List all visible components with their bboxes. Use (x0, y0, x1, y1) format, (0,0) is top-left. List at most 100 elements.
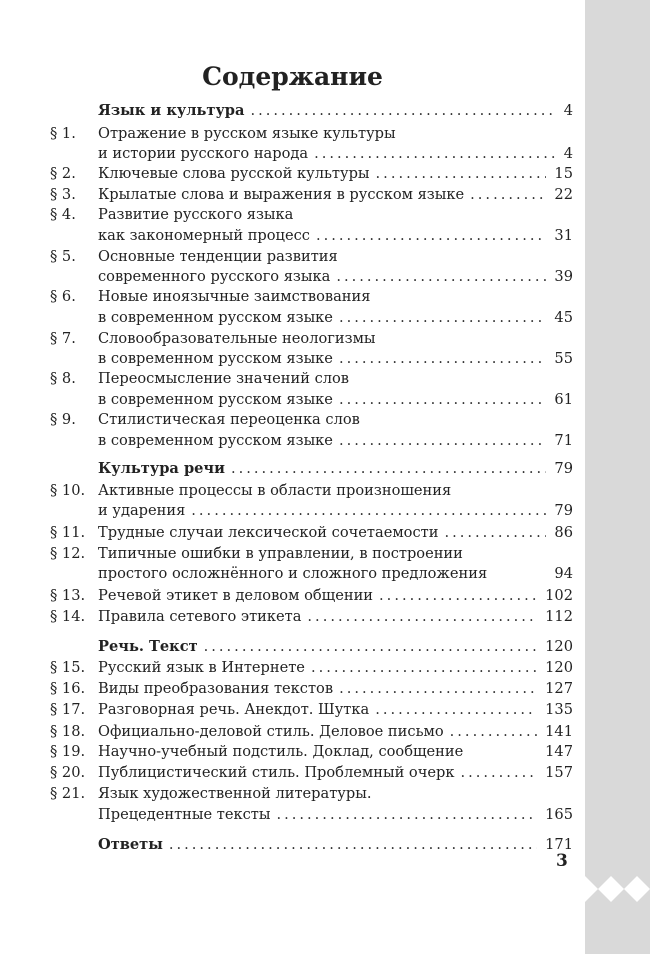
toc-entry-page: 135 (545, 701, 573, 718)
dot-leader: ........................................… (315, 227, 546, 244)
dot-leader: ........................................… (336, 268, 546, 285)
toc-entry-number: § 17. (50, 701, 86, 718)
toc-entry-number (50, 307, 98, 328)
toc-entry-number: § 9. (50, 411, 76, 428)
toc-entry-page: 171 (545, 836, 573, 853)
toc-section-heading: Язык и культура.........................… (50, 100, 573, 121)
diamond-ornament-icon (585, 876, 650, 902)
toc-entry-page: 31 (554, 227, 573, 244)
toc-entry-number (50, 636, 98, 657)
toc-entry-title: Стилистическая переоценка слов (98, 411, 360, 428)
toc-entry-number (50, 266, 98, 287)
toc-entry-page (565, 286, 573, 307)
toc-entry-title: Отражение в русском языке культуры (98, 125, 396, 142)
toc-entry-title: Правила сетевого этикета (98, 608, 302, 625)
toc-entry-line: § 3. Крылатые слова и выражения в русском… (50, 184, 573, 205)
toc-entry-line: § 19. Научно-учебный подстиль. Доклад, со… (50, 741, 573, 762)
toc-entry-line: в современном русском языке.............… (50, 348, 573, 369)
toc-entry-number: § 10. (50, 482, 86, 499)
toc-entry-title: и истории русского народа (98, 145, 309, 162)
dot-leader (487, 563, 546, 584)
dot-leader (463, 543, 565, 564)
toc-entry-line: § 8. Переосмысление значений слов (50, 368, 573, 389)
toc-entry-line: § 20. Публицистический стиль. Проблемный … (50, 762, 573, 783)
dot-leader (463, 741, 537, 762)
dot-leader: ........................................… (250, 102, 556, 119)
toc-entry-title: в современном русском языке (98, 432, 333, 449)
toc-entry-title: и ударения (98, 502, 186, 519)
toc-entry-page (565, 204, 573, 225)
toc-entry-page (565, 543, 573, 564)
toc-entry-number: § 11. (50, 524, 86, 541)
toc-entry-line: Прецедентные тексты.....................… (50, 804, 573, 825)
toc-entry-line: и истории русского народа...............… (50, 143, 573, 164)
toc-entry-number (50, 500, 98, 521)
toc-entry-number: § 12. (50, 545, 86, 562)
toc-entry-page: 55 (554, 350, 573, 367)
toc-entry-page (565, 368, 573, 389)
toc-entry-title: в современном русском языке (98, 309, 333, 326)
toc-entry-number (50, 100, 98, 121)
dot-leader (451, 480, 565, 501)
toc-entry-page: 86 (554, 524, 573, 541)
toc-entry-title: Разговорная речь. Анекдот. Шутка (98, 701, 370, 718)
toc-entry-page: 61 (554, 391, 573, 408)
toc-entry-number: § 5. (50, 248, 76, 265)
toc-entry-title: Основные тенденции развития (98, 248, 338, 265)
toc-entry-title: Культура речи (98, 460, 225, 477)
toc-section-heading: Ответы..................................… (50, 834, 573, 855)
toc-entry-title: Речь. Текст (98, 638, 198, 655)
toc-entry-page: 165 (545, 806, 573, 823)
dot-leader: ........................................… (338, 432, 546, 449)
toc-entry-title: Развитие русского языка (98, 206, 294, 223)
toc-entry-title: Ответы (98, 836, 163, 853)
toc-entry-page: 22 (554, 186, 573, 203)
toc-entry-title: простого осложнённого и сложного предлож… (98, 565, 488, 582)
toc-entry-title: Публицистический стиль. Проблемный очерк (98, 764, 455, 781)
toc-entry-page: 127 (545, 680, 573, 697)
toc-entry-number: § 7. (50, 330, 76, 347)
toc-entry-number: § 4. (50, 206, 76, 223)
toc-entry-page (565, 783, 573, 804)
toc-entry-number: § 1. (50, 125, 76, 142)
toc-entry-line: § 13. Речевой этикет в деловом общении...… (50, 585, 573, 606)
toc-entry-number (50, 389, 98, 410)
toc-entry-line: § 16. Виды преобразования текстов........… (50, 678, 573, 699)
toc-entry-line: § 6. Новые иноязычные заимствования (50, 286, 573, 307)
toc-entry-page: 45 (554, 309, 573, 326)
toc-entry-title: в современном русском языке (98, 350, 333, 367)
toc-entry-page: 71 (554, 432, 573, 449)
toc-entry-line: в современном русском языке.............… (50, 389, 573, 410)
dot-leader: ........................................… (168, 836, 537, 853)
toc-entry-number (50, 804, 98, 825)
dot-leader: ........................................… (339, 680, 538, 697)
toc-entry-line: § 2. Ключевые слова русской культуры.....… (50, 163, 573, 184)
dot-leader: ........................................… (449, 723, 537, 740)
toc-entry-page: 147 (545, 743, 573, 760)
toc-entry-page (565, 328, 573, 349)
dot-leader: ........................................… (307, 608, 537, 625)
toc-entry-line: в современном русском языке.............… (50, 307, 573, 328)
toc-entry-title: Крылатые слова и выражения в русском язы… (98, 186, 465, 203)
dot-leader: ........................................… (338, 309, 546, 326)
toc-entry-title: Речевой этикет в деловом общении (98, 587, 374, 604)
toc-section-heading: Речь. Текст.............................… (50, 636, 573, 657)
dot-leader (370, 286, 565, 307)
toc-entry-title: Активные процессы в области произношения (98, 482, 452, 499)
toc-entry-line: § 4. Развитие русского языка (50, 204, 573, 225)
dot-leader: ........................................… (375, 701, 537, 718)
toc-entry-page (565, 246, 573, 267)
toc-entry-title: Научно-учебный подстиль. Доклад, сообщен… (98, 743, 464, 760)
toc-entry-number (50, 834, 98, 855)
toc-entry-line: § 10. Активные процессы в области произно… (50, 480, 573, 501)
dot-leader: ........................................… (203, 638, 538, 655)
dot-leader (371, 783, 565, 804)
toc-entry-page: 4 (563, 102, 573, 119)
toc-entry-title: в современном русском языке (98, 391, 333, 408)
toc-entry-number (50, 430, 98, 451)
toc-entry-title: Официально-деловой стиль. Деловое письмо (98, 723, 444, 740)
toc-entry-title: современного русского языка (98, 268, 331, 285)
toc-entry-line: в современном русском языке.............… (50, 430, 573, 451)
toc-entry-page: 141 (545, 723, 573, 740)
page-title: Содержание (202, 62, 383, 91)
